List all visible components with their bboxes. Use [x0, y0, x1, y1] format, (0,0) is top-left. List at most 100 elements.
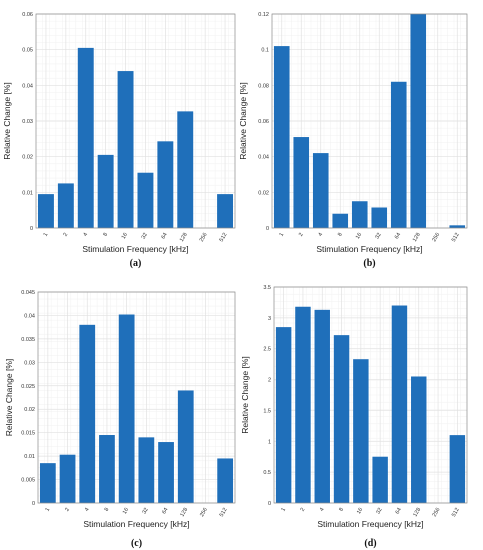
- bar-32khz: [138, 437, 155, 503]
- bar-2khz: [295, 306, 311, 503]
- y-tick-label: 3: [268, 316, 271, 322]
- bar-4khz: [77, 47, 94, 229]
- bar-16khz: [118, 314, 135, 503]
- x-tick-label: 8: [337, 232, 344, 238]
- y-tick-label: 3.5: [263, 285, 271, 291]
- x-axis-label: Stimulation Frequency [kHz]: [316, 244, 422, 254]
- bar-128khz: [177, 390, 194, 503]
- y-tick-label: 1.5: [263, 408, 271, 414]
- y-tick-label: 0.01: [24, 454, 35, 460]
- bar-32khz: [371, 207, 388, 228]
- y-tick-label: 0.03: [22, 119, 33, 125]
- bar-64khz: [158, 442, 174, 503]
- y-tick-label: 0.08: [258, 83, 269, 89]
- y-tick-label: 0.06: [22, 12, 33, 18]
- y-tick-label: 0.03: [24, 360, 35, 366]
- x-tick-label: 512: [451, 507, 461, 518]
- x-tick-label: 256: [432, 507, 442, 518]
- panel-caption: (d): [364, 538, 376, 549]
- bar-8khz: [332, 213, 349, 228]
- x-tick-label: 32: [141, 232, 149, 240]
- chart-panel-c: 0 0.005 0.01 0.015 0.02 0.025 0.03 0.035 0.04 0.0…: [4, 290, 236, 549]
- x-tick-label: 16: [121, 232, 129, 240]
- bar-32khz: [137, 172, 154, 228]
- chart-panel-b: 0 0.02 0.04 0.06 0.08 0.1 0.12 1 2 4 8 16 32 64 128 256…: [238, 12, 468, 269]
- panel-caption: (c): [131, 538, 142, 549]
- bar-512khz: [449, 435, 466, 503]
- bar-1khz: [275, 327, 292, 503]
- y-tick-label: 1: [268, 439, 271, 445]
- y-tick-label: 2.5: [263, 347, 271, 353]
- x-tick-label: 32: [374, 232, 382, 240]
- y-tick-label: 0.025: [21, 384, 35, 390]
- bar-1khz: [273, 46, 290, 228]
- y-tick-label: 0.5: [263, 470, 271, 476]
- y-tick-label: 0.06: [258, 119, 269, 125]
- x-tick-label: 4: [84, 507, 91, 513]
- bar-64khz: [390, 81, 407, 229]
- bar-128khz: [411, 376, 427, 503]
- y-axis-label: Relative Change [%]: [240, 356, 250, 434]
- x-tick-label: 256: [199, 232, 209, 243]
- axes-frame: [271, 13, 468, 229]
- bar-4khz: [312, 153, 329, 228]
- x-tick-label: 1: [45, 507, 52, 513]
- x-tick-label: 128: [412, 232, 422, 243]
- y-axis-label: Relative Change [%]: [238, 82, 248, 160]
- bar-512khz: [217, 194, 234, 228]
- bar-64khz: [157, 141, 174, 228]
- x-tick-label: 32: [375, 507, 383, 515]
- bar-128khz: [177, 111, 194, 228]
- y-tick-label: 0.1: [261, 48, 269, 54]
- x-tick-label: 128: [179, 232, 189, 243]
- x-tick-label: 64: [161, 232, 169, 240]
- x-tick-label: 64: [394, 232, 402, 240]
- x-tick-label: 1: [280, 507, 287, 513]
- bar-4khz: [314, 309, 330, 503]
- y-tick-label: 0: [266, 226, 269, 232]
- x-tick-label: 2: [63, 232, 70, 238]
- y-tick-label: 0.02: [22, 155, 33, 161]
- bar-128khz: [410, 14, 427, 228]
- x-tick-label: 64: [395, 507, 403, 515]
- x-tick-label: 2: [298, 232, 305, 238]
- y-tick-label: 0: [30, 226, 33, 232]
- x-tick-label: 1: [278, 232, 285, 238]
- y-tick-label: 0.005: [21, 478, 35, 484]
- y-tick-label: 0: [268, 501, 271, 507]
- chart-panel-d: 0 0.5 1 1.5 2 2.5 3 3.5 1 2 4 8 16 32 64 128 256 512 Stimu…: [240, 285, 468, 549]
- axes-frame: [273, 286, 468, 504]
- x-tick-label: 4: [319, 507, 326, 513]
- bar-16khz: [351, 201, 368, 228]
- y-tick-label: 0.04: [22, 83, 33, 89]
- y-tick-label: 0.12: [258, 12, 269, 18]
- bar-64khz: [391, 305, 408, 503]
- bar-2khz: [59, 454, 76, 503]
- y-tick-label: 0.035: [21, 337, 35, 343]
- x-tick-label: 32: [142, 507, 150, 515]
- x-tick-label: 128: [179, 507, 189, 518]
- x-tick-label: 16: [122, 507, 130, 515]
- x-tick-label: 256: [431, 232, 441, 243]
- x-tick-label: 512: [219, 507, 229, 518]
- x-tick-label: 4: [317, 232, 324, 238]
- bar-1khz: [37, 194, 54, 228]
- panel-caption: (a): [130, 258, 142, 269]
- y-tick-label: 0.04: [258, 155, 269, 161]
- bar-8khz: [333, 335, 350, 503]
- axes-frame: [37, 291, 236, 504]
- bar-2khz: [57, 183, 74, 228]
- y-tick-label: 0.045: [21, 290, 35, 296]
- x-tick-label: 256: [199, 507, 209, 518]
- x-tick-label: 2: [300, 507, 307, 513]
- y-tick-label: 0: [32, 501, 35, 507]
- x-tick-label: 512: [451, 232, 461, 243]
- bar-16khz: [117, 71, 134, 228]
- bar-2khz: [293, 137, 310, 228]
- y-tick-label: 2: [268, 378, 271, 384]
- x-tick-label: 512: [219, 232, 229, 243]
- y-tick-label: 0.01: [22, 190, 33, 196]
- x-tick-label: 16: [355, 232, 363, 240]
- y-axis-label: Relative Change [%]: [4, 359, 14, 437]
- x-tick-label: 8: [102, 232, 109, 238]
